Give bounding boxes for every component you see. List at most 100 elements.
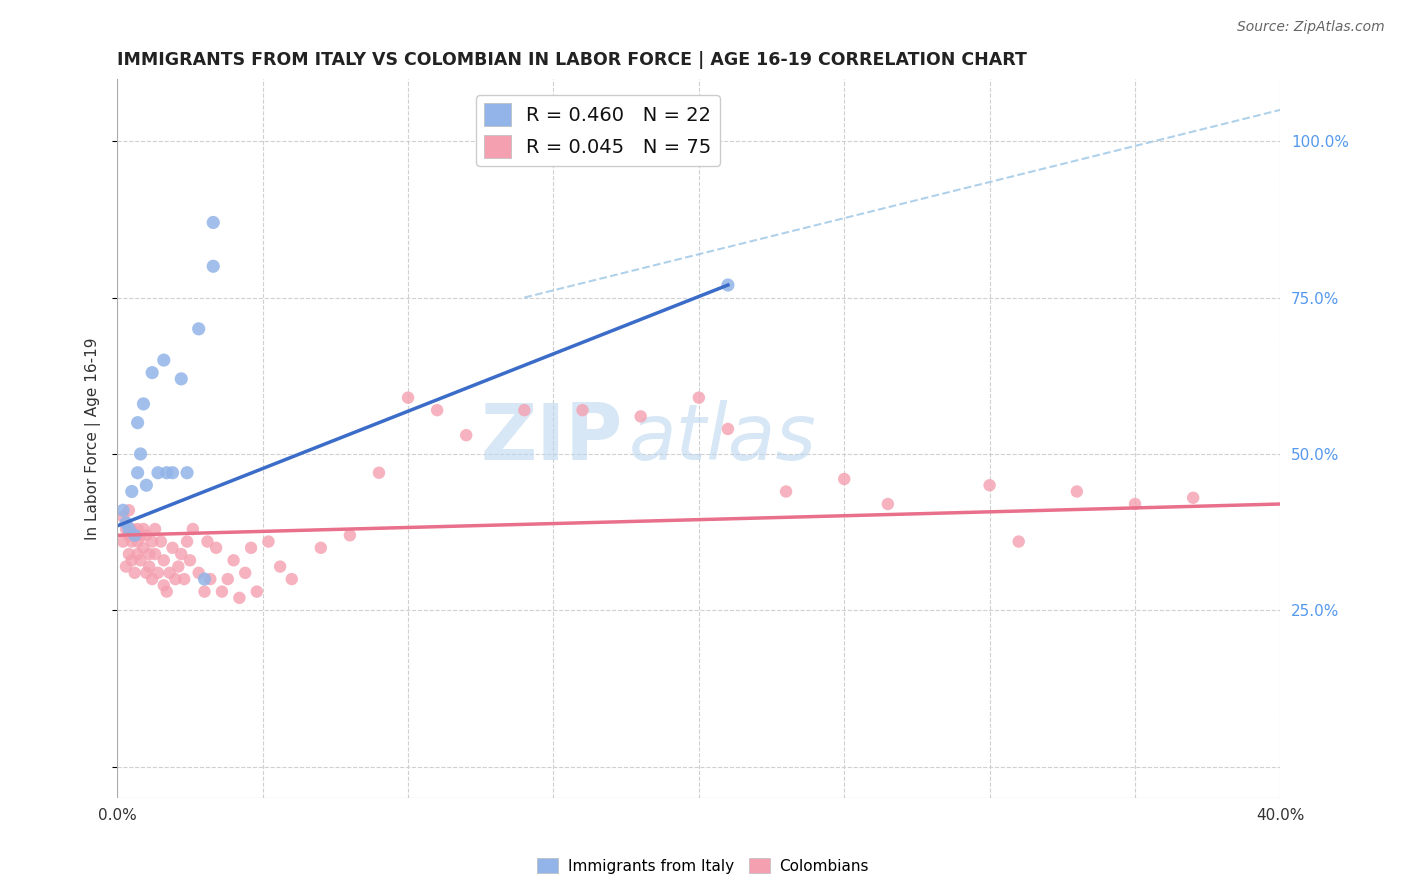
Point [143, 522, 166, 536]
Point [152, 553, 174, 567]
Point [426, 403, 449, 417]
Point [1066, 484, 1088, 499]
Point [717, 422, 740, 436]
Point [197, 534, 219, 549]
Point [170, 372, 193, 386]
Point [181, 522, 204, 536]
Point [127, 522, 149, 536]
Point [112, 503, 135, 517]
Point [118, 522, 141, 536]
Point [1123, 497, 1146, 511]
Point [176, 466, 198, 480]
Point [205, 541, 228, 555]
Legend: Immigrants from Italy, Colombians: Immigrants from Italy, Colombians [531, 852, 875, 880]
Text: Source: ZipAtlas.com: Source: ZipAtlas.com [1237, 20, 1385, 34]
Text: ZIP: ZIP [481, 401, 623, 476]
Point [118, 503, 141, 517]
Point [200, 572, 222, 586]
Point [132, 522, 155, 536]
Point [193, 584, 215, 599]
Point [309, 541, 332, 555]
Point [187, 566, 209, 580]
Point [571, 403, 593, 417]
Point [202, 215, 225, 229]
Point [118, 528, 141, 542]
Point [717, 278, 740, 293]
Point [1182, 491, 1205, 505]
Point [135, 528, 157, 542]
Point [127, 534, 149, 549]
Point [129, 447, 152, 461]
Point [167, 559, 190, 574]
Point [132, 397, 155, 411]
Point [202, 260, 225, 274]
Legend: R = 0.460   N = 22, R = 0.045   N = 75: R = 0.460 N = 22, R = 0.045 N = 75 [477, 95, 720, 166]
Point [152, 353, 174, 368]
Point [138, 547, 160, 561]
Point [179, 553, 201, 567]
Point [115, 516, 138, 530]
Point [211, 584, 233, 599]
Point [129, 553, 152, 567]
Point [876, 497, 898, 511]
Point [165, 572, 187, 586]
Point [162, 466, 184, 480]
Point [159, 566, 181, 580]
Point [129, 528, 152, 542]
Point [1008, 534, 1031, 549]
Point [135, 566, 157, 580]
Point [152, 578, 174, 592]
Point [246, 584, 269, 599]
Point [146, 466, 169, 480]
Point [456, 428, 478, 442]
Point [112, 534, 135, 549]
Point [170, 547, 193, 561]
Point [513, 403, 536, 417]
Point [156, 584, 179, 599]
Point [115, 522, 138, 536]
Point [775, 484, 797, 499]
Y-axis label: In Labor Force | Age 16-19: In Labor Force | Age 16-19 [86, 337, 101, 540]
Point [143, 547, 166, 561]
Point [141, 572, 163, 586]
Point [112, 509, 135, 524]
Point [124, 566, 146, 580]
Point [979, 478, 1001, 492]
Text: IMMIGRANTS FROM ITALY VS COLOMBIAN IN LABOR FORCE | AGE 16-19 CORRELATION CHART: IMMIGRANTS FROM ITALY VS COLOMBIAN IN LA… [117, 51, 1028, 69]
Point [121, 522, 143, 536]
Point [127, 466, 149, 480]
Point [146, 566, 169, 580]
Point [149, 534, 172, 549]
Point [233, 566, 256, 580]
Point [121, 553, 143, 567]
Point [396, 391, 419, 405]
Point [217, 572, 239, 586]
Text: atlas: atlas [628, 401, 817, 476]
Point [118, 547, 141, 561]
Point [368, 466, 391, 480]
Point [156, 466, 179, 480]
Point [222, 553, 245, 567]
Point [124, 528, 146, 542]
Point [187, 322, 209, 336]
Point [280, 572, 302, 586]
Point [228, 591, 250, 605]
Point [630, 409, 652, 424]
Point [135, 478, 157, 492]
Point [138, 559, 160, 574]
Point [832, 472, 855, 486]
Point [162, 541, 184, 555]
Point [121, 534, 143, 549]
Point [193, 572, 215, 586]
Point [173, 572, 195, 586]
Point [339, 528, 361, 542]
Point [240, 541, 263, 555]
Point [688, 391, 710, 405]
Point [127, 416, 149, 430]
Point [257, 534, 280, 549]
Point [127, 547, 149, 561]
Point [115, 559, 138, 574]
Point [176, 534, 198, 549]
Point [269, 559, 291, 574]
Point [141, 366, 163, 380]
